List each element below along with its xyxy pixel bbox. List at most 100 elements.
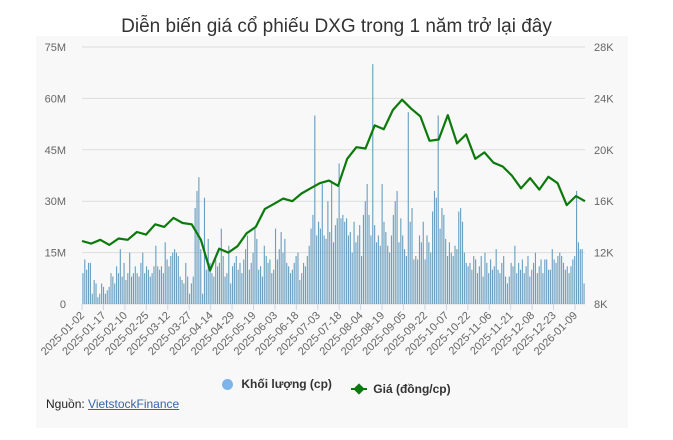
volume-bar <box>230 283 232 304</box>
volume-bar <box>527 256 529 304</box>
volume-bar <box>254 228 256 304</box>
volume-bar <box>525 266 527 304</box>
volume-bar <box>510 262 512 304</box>
volume-bar <box>282 252 284 304</box>
volume-bar <box>273 269 275 304</box>
volume-bar <box>392 214 394 304</box>
volume-bar <box>577 242 580 304</box>
volume-bar <box>353 221 355 304</box>
volume-bar <box>145 266 148 304</box>
volume-bar <box>104 293 106 304</box>
volume-bar <box>280 232 282 304</box>
volume-bar <box>448 242 450 304</box>
volume-bar <box>231 266 234 304</box>
volume-bar <box>389 252 391 304</box>
volume-bar <box>252 252 254 304</box>
volume-bar <box>508 276 510 304</box>
volume-bar <box>241 273 243 304</box>
volume-bar <box>157 266 159 304</box>
volume-bar <box>155 245 157 304</box>
circle-marker-icon <box>222 378 234 390</box>
volume-bar <box>450 252 452 304</box>
volume-bar <box>106 290 108 304</box>
volume-bar <box>209 262 211 304</box>
volume-bar <box>226 273 228 304</box>
volume-bar <box>220 228 222 304</box>
y-right-tick-label: 8K <box>594 299 608 311</box>
volume-bar <box>246 235 249 304</box>
volume-bar <box>432 211 434 304</box>
y-right-tick-label: 20K <box>594 145 614 157</box>
volume-bar <box>398 242 400 304</box>
volume-bar <box>338 163 340 304</box>
volume-bar <box>519 269 522 304</box>
volume-bar <box>504 276 507 304</box>
volume-bar <box>360 256 363 304</box>
volume-bar <box>551 249 553 304</box>
volume-bar <box>437 115 439 304</box>
volume-bar <box>114 283 116 304</box>
volume-bar <box>506 283 508 304</box>
volume-bar <box>544 259 546 304</box>
volume-bar <box>121 276 123 304</box>
y-left-tick-label: 75M <box>45 42 66 54</box>
source-link[interactable]: VietstockFinance <box>88 397 180 411</box>
volume-bar <box>387 245 389 304</box>
volume-bar <box>132 273 134 304</box>
volume-bar <box>147 269 149 304</box>
volume-bar <box>413 259 415 304</box>
volume-bar <box>310 228 312 304</box>
volume-bar <box>469 262 471 304</box>
volume-bar <box>177 256 179 304</box>
volume-bar <box>579 249 581 304</box>
volume-bar <box>445 238 447 304</box>
volume-bar <box>581 249 583 304</box>
volume-bar <box>460 208 462 304</box>
y-right-tick-label: 24K <box>594 93 614 105</box>
volume-bar <box>562 262 565 304</box>
chart-title: Diễn biến giá cổ phiếu DXG trong 1 năm t… <box>121 16 552 37</box>
y-right-tick-label: 16K <box>594 196 614 208</box>
volume-bar <box>149 276 151 304</box>
volume-bar <box>452 256 454 304</box>
volume-bar <box>377 235 379 304</box>
volume-bar <box>471 269 473 304</box>
volume-bar <box>117 273 120 304</box>
volume-bar <box>299 280 301 304</box>
volume-bar <box>260 266 262 304</box>
volume-bar <box>205 269 207 304</box>
volume-bar <box>196 190 198 304</box>
volume-bar <box>245 249 247 304</box>
volume-bar <box>475 259 477 304</box>
y-left-tick-label: 0 <box>60 299 66 311</box>
volume-bar <box>174 249 176 304</box>
line-marker-icon <box>351 387 368 390</box>
volume-bar <box>557 256 559 304</box>
volume-bar <box>570 266 572 304</box>
volume-bar <box>256 238 258 304</box>
volume-bar <box>488 273 490 304</box>
volume-bar <box>374 225 376 304</box>
legend-item-volume[interactable]: Khối lượng (cp) <box>222 377 332 391</box>
volume-bar <box>396 190 398 304</box>
volume-bar <box>336 218 338 304</box>
volume-bar <box>564 269 566 304</box>
volume-bar <box>286 262 288 304</box>
volume-bar <box>91 293 93 304</box>
volume-bar <box>484 252 486 304</box>
volume-bar <box>531 269 533 304</box>
volume-bar <box>503 256 505 304</box>
volume-bar <box>116 266 118 304</box>
volume-bar <box>222 256 224 304</box>
volume-bar <box>97 297 99 304</box>
volume-bar <box>372 64 374 304</box>
volume-bar <box>329 232 331 304</box>
volume-bar <box>566 266 568 304</box>
y-left-tick-label: 30M <box>45 196 66 208</box>
volume-bar <box>295 256 297 304</box>
volume-bar <box>351 252 353 304</box>
legend-item-price[interactable]: Giá (đồng/cp) <box>351 382 451 396</box>
volume-bar <box>243 259 245 304</box>
volume-bar <box>340 218 342 304</box>
